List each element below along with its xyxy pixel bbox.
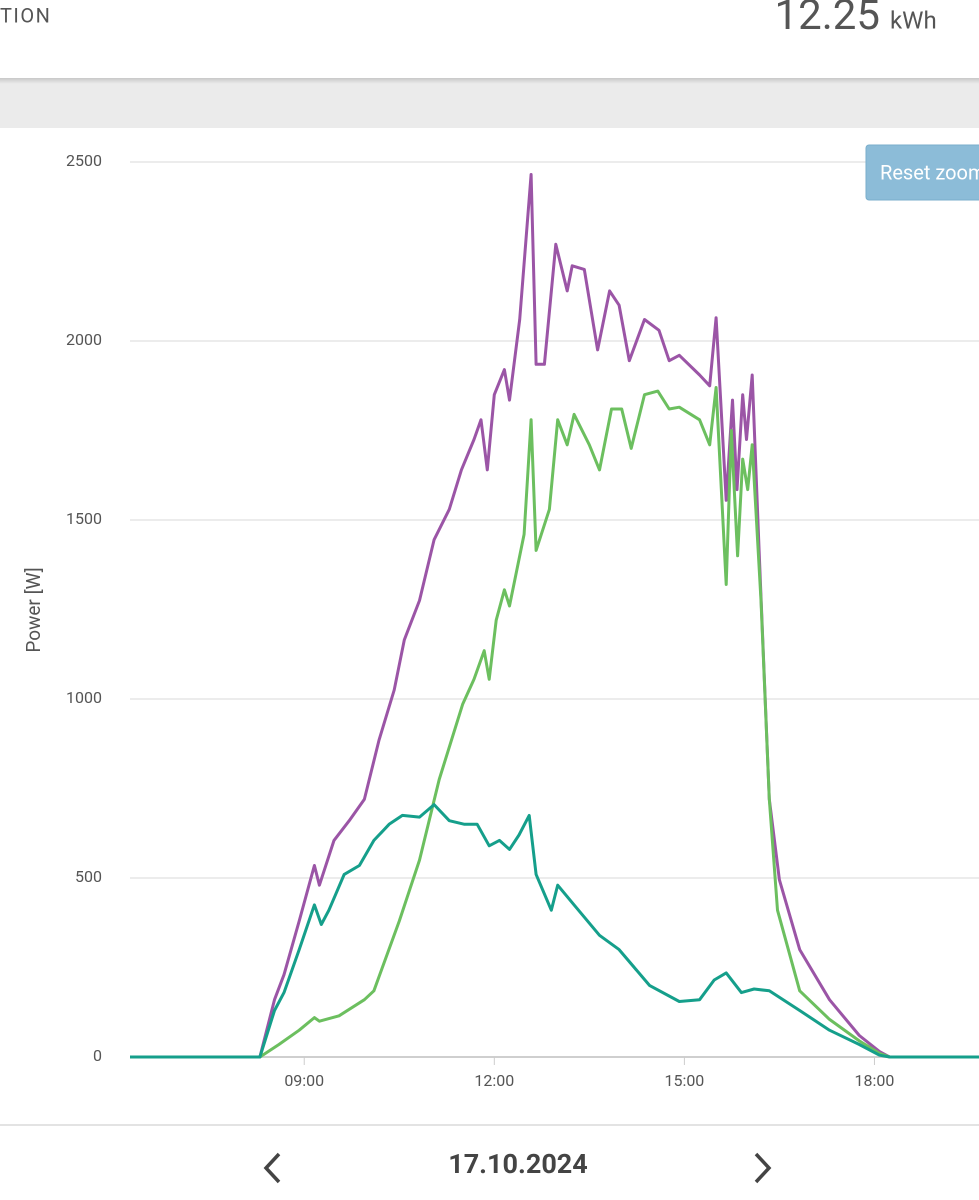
x-tick-label: 15:00 xyxy=(664,1071,704,1090)
header-title: TION xyxy=(0,3,51,27)
y-tick-label: 1000 xyxy=(66,688,102,707)
x-tick-label: 18:00 xyxy=(855,1071,895,1090)
y-axis-label: Power [W] xyxy=(22,567,45,652)
y-tick-label: 500 xyxy=(75,867,102,886)
y-tick-label: 2500 xyxy=(66,151,102,170)
header xyxy=(0,0,979,78)
series-line xyxy=(130,173,979,1059)
series-line xyxy=(130,803,979,1059)
y-tick-label: 2000 xyxy=(66,330,102,349)
toolbar-band xyxy=(0,78,979,128)
y-tick-label: 1500 xyxy=(66,509,102,528)
total-unit: kWh xyxy=(890,6,937,34)
next-day[interactable] xyxy=(754,1152,772,1184)
x-tick-label: 09:00 xyxy=(284,1071,324,1090)
series-line xyxy=(130,386,979,1059)
button-bg[interactable] xyxy=(865,144,979,201)
date-label: 17.10.2024 xyxy=(448,1148,588,1180)
plot: 0 500 1000 1500 2000 2500 09:00 12:00 15:00 18:00… xyxy=(22,151,979,1090)
y-tick-label: 0 xyxy=(93,1046,102,1065)
total-value: 12.25 xyxy=(775,0,881,40)
reset-zoom-button[interactable]: Reset zoom xyxy=(865,144,979,201)
prev-day[interactable] xyxy=(263,1152,281,1184)
header-shadow xyxy=(0,78,979,84)
x-tick-label: 12:00 xyxy=(474,1071,514,1090)
button-label[interactable]: Reset zoom xyxy=(880,160,979,184)
